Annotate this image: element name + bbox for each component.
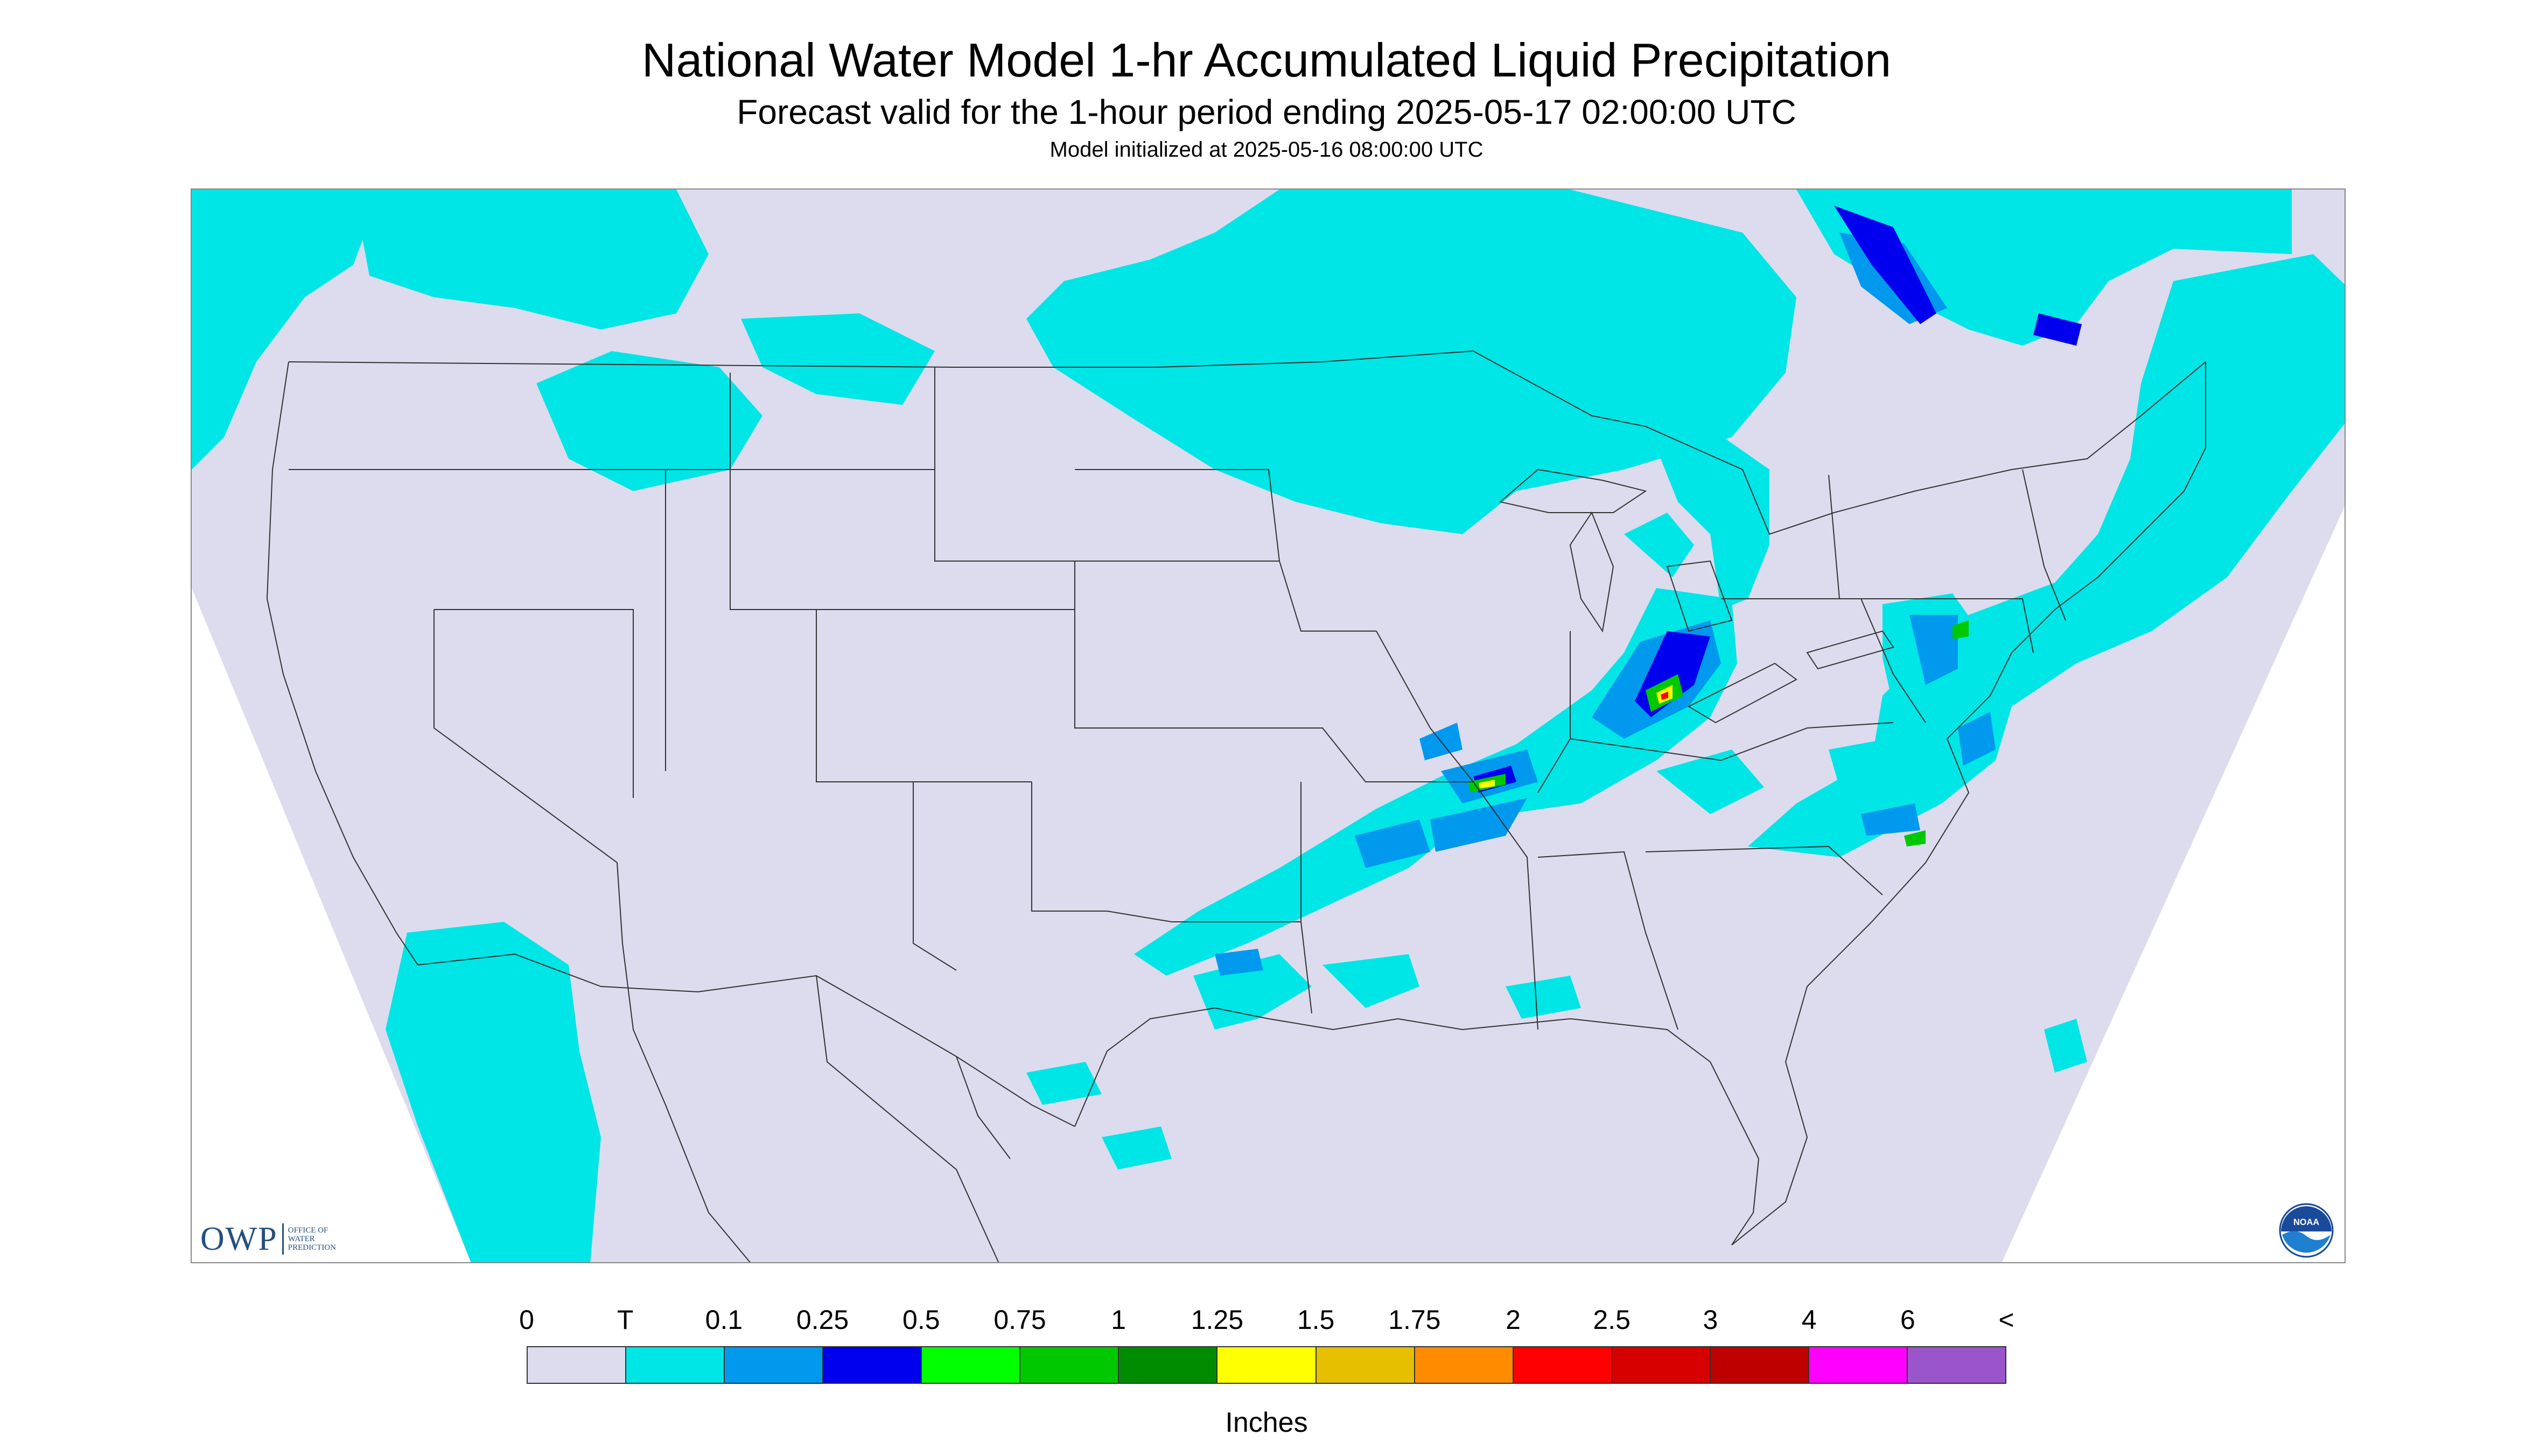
legend-label: 3 (1703, 1305, 1718, 1335)
precip-intense-cores (1468, 620, 1969, 846)
legend-swatch (1316, 1347, 1415, 1383)
owp-text-line: PREDICTION (288, 1243, 336, 1252)
precipitation-map (191, 188, 2346, 1263)
owp-logo: OWP OFFICE OF WATER PREDICTION (200, 1220, 336, 1258)
legend-swatch (1809, 1347, 1908, 1383)
legend-swatch (1119, 1347, 1218, 1383)
legend-swatch (823, 1347, 922, 1383)
owp-divider (282, 1223, 284, 1255)
legend-label: T (617, 1305, 634, 1335)
legend-swatch (528, 1347, 627, 1383)
legend-label: 0 (519, 1305, 534, 1335)
legend-swatch (922, 1347, 1021, 1383)
legend-swatch (1710, 1347, 1809, 1383)
owp-text: OFFICE OF WATER PREDICTION (288, 1226, 336, 1252)
owp-letters: OWP (200, 1220, 278, 1257)
legend-swatch (1217, 1347, 1317, 1383)
map-title: National Water Model 1-hr Accumulated Li… (641, 33, 1892, 87)
legend-labels: 0 T 0.1 0.25 0.5 0.75 1 1.25 1.5 1.75 2 2.5 3 4 6 < (0, 1306, 2533, 1339)
legend-colorbar (527, 1346, 2006, 1384)
legend-label: 1.75 (1388, 1305, 1441, 1335)
legend-swatch (1020, 1347, 1119, 1383)
owp-text-line: WATER (288, 1235, 315, 1243)
legend-label: < (1998, 1305, 2014, 1335)
political-boundaries (266, 350, 2206, 1262)
legend-swatch (1513, 1347, 1612, 1383)
legend-swatch (1612, 1347, 1711, 1383)
legend-swatch (725, 1347, 824, 1383)
legend-swatch (1415, 1347, 1514, 1383)
legend-label: 4 (1801, 1305, 1817, 1335)
legend-label: 0.25 (796, 1305, 849, 1335)
model-init-line: Model initialized at 2025-05-16 08:00:00… (1049, 138, 1484, 162)
legend-label: 0.5 (902, 1305, 940, 1335)
legend-label: 2 (1506, 1305, 1521, 1335)
legend-label: 6 (1900, 1305, 1915, 1335)
legend-swatch (626, 1347, 725, 1383)
owp-text-line: OFFICE OF (288, 1226, 328, 1235)
legend-swatch (1907, 1347, 2005, 1383)
noaa-logo: NOAA (2279, 1203, 2334, 1258)
forecast-valid-subtitle: Forecast valid for the 1-hour period end… (737, 93, 1796, 131)
legend-label: 2.5 (1593, 1305, 1631, 1335)
map-canvas (192, 190, 2345, 1262)
legend-label: 1.25 (1191, 1305, 1244, 1335)
legend-label: 1.5 (1297, 1305, 1335, 1335)
legend-units: Inches (1225, 1407, 1308, 1438)
noaa-text: NOAA (2293, 1217, 2319, 1227)
legend-label: 1 (1111, 1305, 1126, 1335)
legend-label: 0.1 (705, 1305, 743, 1335)
legend-label: 0.75 (993, 1305, 1046, 1335)
